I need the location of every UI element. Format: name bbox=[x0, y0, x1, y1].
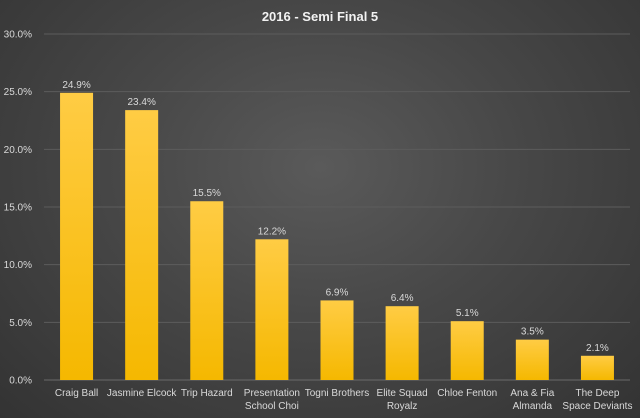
category-label: Craig Ball bbox=[55, 388, 98, 399]
bars bbox=[60, 92, 614, 381]
y-tick-label: 15.0% bbox=[4, 203, 32, 214]
y-tick-label: 10.0% bbox=[4, 260, 32, 271]
category-label: Ana & Fia bbox=[510, 388, 554, 399]
bar bbox=[60, 92, 94, 380]
category-label: Elite Squad bbox=[377, 388, 428, 399]
y-tick-label: 30.0% bbox=[4, 30, 32, 41]
bar bbox=[450, 321, 484, 380]
category-label: The Deep bbox=[575, 388, 619, 399]
bar bbox=[190, 201, 224, 380]
bar bbox=[255, 239, 289, 380]
bar bbox=[320, 300, 354, 380]
data-label: 24.9% bbox=[62, 80, 90, 91]
data-label: 3.5% bbox=[521, 327, 544, 338]
y-tick-label: 0.0% bbox=[9, 376, 32, 387]
data-label: 12.2% bbox=[258, 226, 286, 237]
y-axis-ticks: 0.0% 5.0% 10.0% 15.0% 20.0% 25.0% 30.0% bbox=[4, 30, 32, 387]
y-tick-label: 20.0% bbox=[4, 145, 32, 156]
category-label: Togni Brothers bbox=[305, 388, 369, 399]
bar bbox=[515, 339, 549, 380]
y-tick-label: 5.0% bbox=[9, 318, 32, 329]
bar bbox=[125, 110, 159, 381]
data-label: 15.5% bbox=[193, 188, 221, 199]
category-label: Almanda bbox=[513, 401, 553, 412]
category-label: Presentation bbox=[244, 388, 300, 399]
category-label: Trip Hazard bbox=[181, 388, 233, 399]
data-label: 6.9% bbox=[326, 287, 349, 298]
data-label: 2.1% bbox=[586, 343, 609, 354]
bar bbox=[385, 306, 419, 380]
category-label: Chloe Fenton bbox=[437, 388, 497, 399]
y-tick-label: 25.0% bbox=[4, 87, 32, 98]
bar bbox=[580, 355, 614, 380]
x-axis-categories: Craig Ball Jasmine Elcock Trip Hazard Prese… bbox=[55, 388, 633, 412]
data-labels: 24.9% 23.4% 15.5% 12.2% 6.9% 6.4% 5.1% 3.5% 2.1% bbox=[62, 80, 609, 354]
category-label: Space Deviants bbox=[562, 401, 632, 412]
data-label: 5.1% bbox=[456, 308, 479, 319]
category-label: School Choi bbox=[245, 401, 299, 412]
category-label: Royalz bbox=[387, 401, 418, 412]
chart-title: 2016 - Semi Final 5 bbox=[262, 9, 378, 24]
data-label: 6.4% bbox=[391, 293, 414, 304]
category-label: Jasmine Elcock bbox=[107, 388, 177, 399]
data-label: 23.4% bbox=[127, 97, 155, 108]
